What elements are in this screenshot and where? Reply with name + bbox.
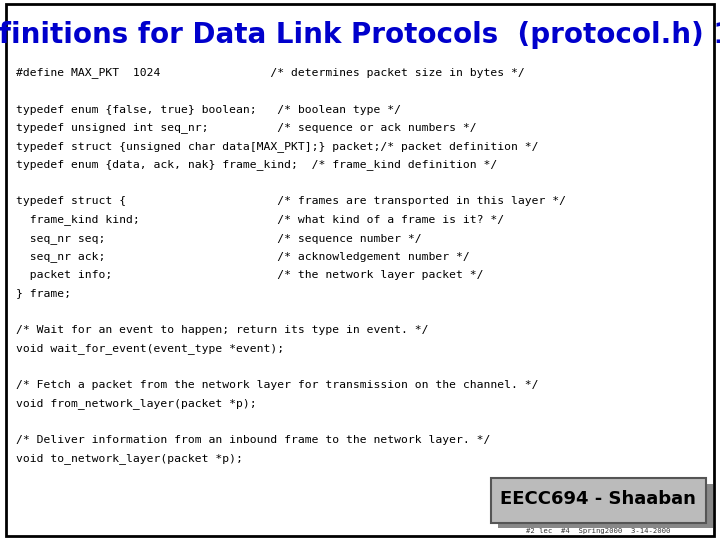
Text: } frame;: } frame; xyxy=(16,288,71,298)
Text: typedef struct {                      /* frames are transported in this layer */: typedef struct { /* frames are transport… xyxy=(16,197,566,206)
Text: frame_kind kind;                    /* what kind of a frame is it? */: frame_kind kind; /* what kind of a frame… xyxy=(16,214,504,225)
Text: /* Wait for an event to happen; return its type in event. */: /* Wait for an event to happen; return i… xyxy=(16,325,428,335)
Text: packet info;                        /* the network layer packet */: packet info; /* the network layer packet… xyxy=(16,270,483,280)
Text: void wait_for_event(event_type *event);: void wait_for_event(event_type *event); xyxy=(16,343,284,354)
Text: void from_network_layer(packet *p);: void from_network_layer(packet *p); xyxy=(16,398,256,409)
Text: #2 lec  #4  Spring2000  3-14-2000: #2 lec #4 Spring2000 3-14-2000 xyxy=(526,528,670,535)
Text: typedef unsigned int seq_nr;          /* sequence or ack numbers */: typedef unsigned int seq_nr; /* sequence… xyxy=(16,123,477,133)
Text: seq_nr ack;                         /* acknowledgement number */: seq_nr ack; /* acknowledgement number */ xyxy=(16,251,469,262)
Bar xyxy=(498,484,713,528)
Text: typedef enum {false, true} boolean;   /* boolean type */: typedef enum {false, true} boolean; /* b… xyxy=(16,105,401,114)
Text: void to_network_layer(packet *p);: void to_network_layer(packet *p); xyxy=(16,453,243,464)
Text: /* Deliver information from an inbound frame to the network layer. */: /* Deliver information from an inbound f… xyxy=(16,435,490,445)
Text: typedef enum {data, ack, nak} frame_kind;  /* frame_kind definition */: typedef enum {data, ack, nak} frame_kind… xyxy=(16,159,497,170)
Text: seq_nr seq;                         /* sequence number */: seq_nr seq; /* sequence number */ xyxy=(16,233,421,244)
Text: /* Fetch a packet from the network layer for transmission on the channel. */: /* Fetch a packet from the network layer… xyxy=(16,380,539,390)
Text: #define MAX_PKT  1024                /* determines packet size in bytes */: #define MAX_PKT 1024 /* determines packe… xyxy=(16,68,525,78)
Text: EECC694 - Shaaban: EECC694 - Shaaban xyxy=(500,490,696,508)
Text: typedef struct {unsigned char data[MAX_PKT];} packet;/* packet definition */: typedef struct {unsigned char data[MAX_P… xyxy=(16,141,539,152)
Text: Definitions for Data Link Protocols  (protocol.h) 1/2: Definitions for Data Link Protocols (pro… xyxy=(0,21,720,49)
Bar xyxy=(491,478,706,523)
